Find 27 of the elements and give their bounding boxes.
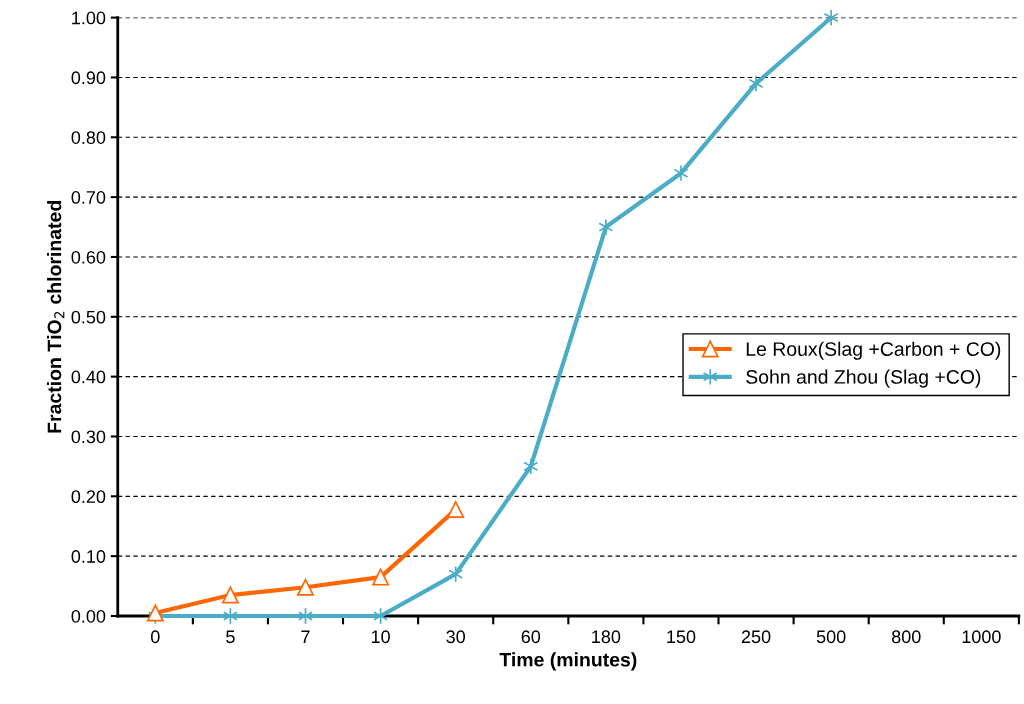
y-tick-label: 1.00 bbox=[72, 11, 106, 25]
y-tick-label: 0.90 bbox=[71, 71, 106, 85]
legend-label: Le Roux(Slag +Carbon + CO) bbox=[746, 341, 1001, 360]
x-tick-label: 800 bbox=[891, 630, 921, 644]
y-tick-label: 0.10 bbox=[71, 550, 106, 563]
legend-label: Sohn and Zhou (Slag +CO) bbox=[746, 369, 981, 388]
y-tick-label: 0.40 bbox=[71, 370, 106, 384]
y-tick-label: 0.50 bbox=[71, 310, 106, 324]
x-tick-label: 30 bbox=[446, 630, 466, 644]
y-tick-label: 0.00 bbox=[71, 609, 106, 623]
x-tick-label: 10 bbox=[371, 630, 390, 644]
x-tick-label: 60 bbox=[521, 630, 541, 644]
x-tick-label: 5 bbox=[226, 630, 235, 644]
y-tick-label: 0.60 bbox=[71, 250, 106, 264]
x-tick-label: 250 bbox=[741, 630, 771, 644]
x-tick-label: 500 bbox=[816, 630, 846, 644]
x-tick-label: 150 bbox=[667, 630, 696, 644]
y-tick-label: 0.30 bbox=[71, 430, 106, 444]
x-tick-label: 7 bbox=[301, 630, 310, 643]
x-tick-label: 180 bbox=[592, 630, 621, 644]
x-tick-label: 1000 bbox=[962, 630, 1001, 644]
y-axis-title: Fraction TiO$_{2}$ chlorinated bbox=[47, 201, 65, 433]
x-axis-title: Time (minutes) bbox=[499, 652, 637, 671]
x-tick-label: 0 bbox=[150, 630, 160, 644]
y-tick-label: 0.80 bbox=[71, 131, 106, 144]
y-tick-label: 0.20 bbox=[71, 490, 106, 504]
y-tick-label: 0.70 bbox=[71, 191, 106, 204]
